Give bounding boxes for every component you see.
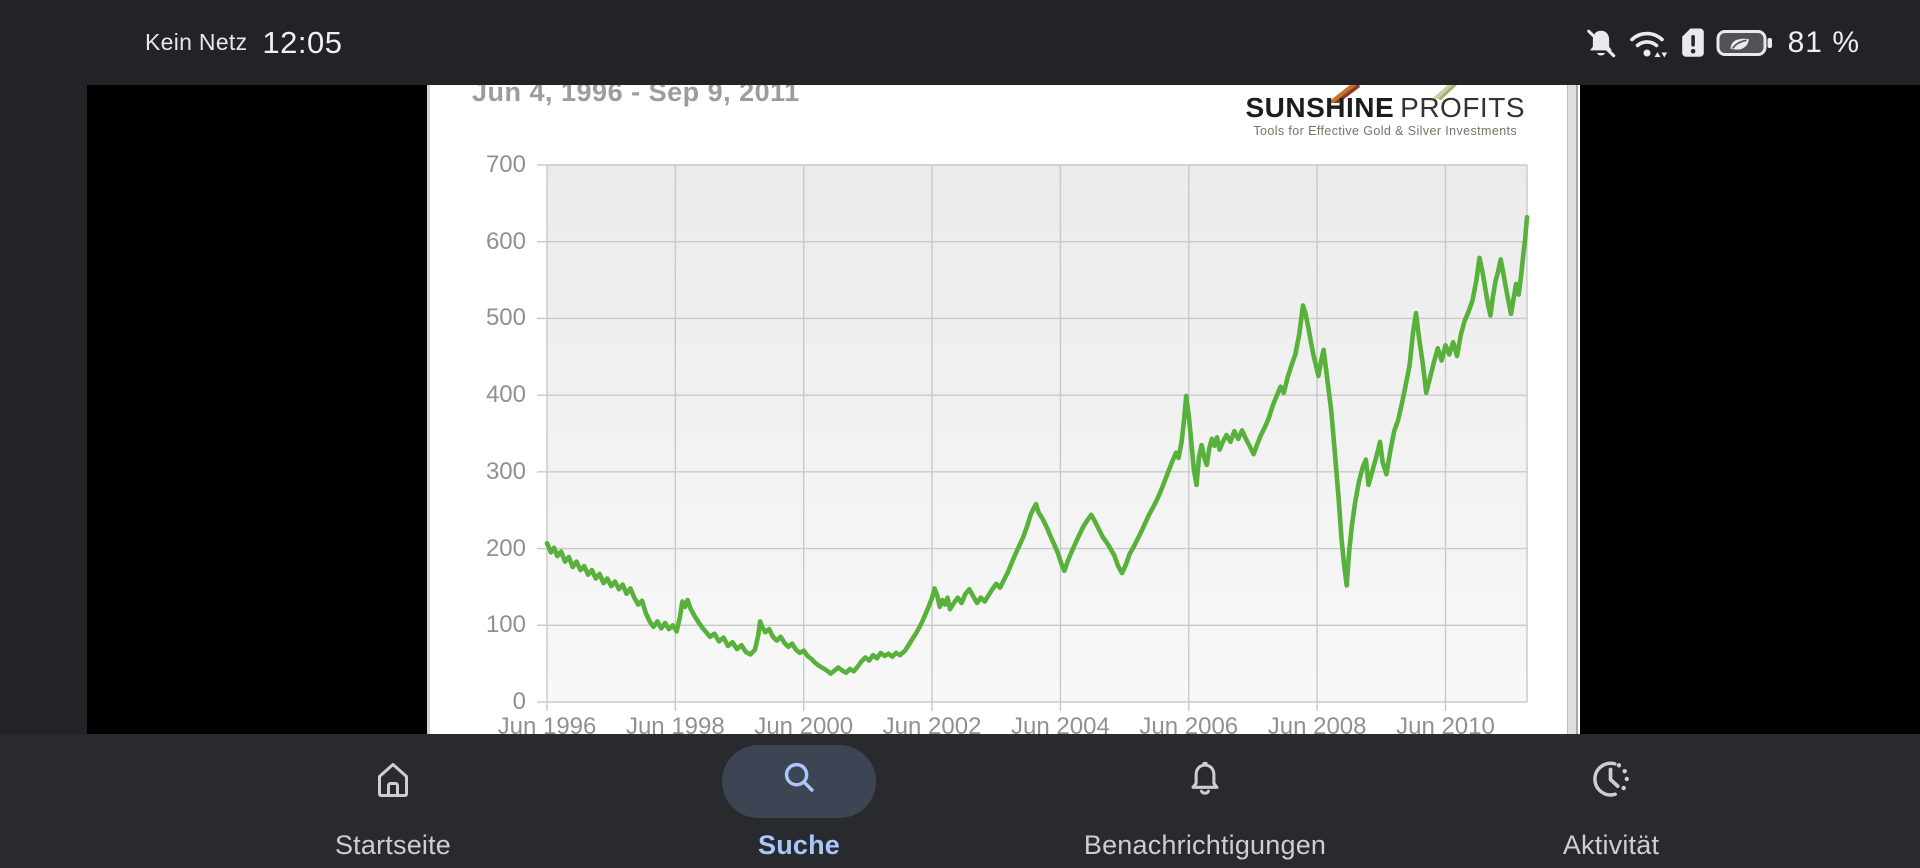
price-line bbox=[544, 214, 1530, 676]
nav-item-notifications[interactable]: Benachrichtigungen bbox=[995, 734, 1415, 868]
nav-label-search: Suche bbox=[757, 830, 841, 860]
status-bar: Kein Netz 12:05 bbox=[0, 0, 1920, 85]
search-icon bbox=[777, 757, 821, 806]
x-axis-label: Jun 2008 bbox=[1267, 713, 1367, 735]
clock: 12:05 bbox=[262, 24, 343, 60]
y-axis-label: 0 bbox=[512, 688, 526, 715]
logo-brand-light: PROFITS bbox=[1400, 92, 1525, 123]
y-axis-label: 500 bbox=[485, 304, 526, 332]
nav-label-activity: Aktivität bbox=[1562, 830, 1660, 860]
y-axis-label: 100 bbox=[485, 611, 526, 639]
x-axis-label: Jun 2006 bbox=[1139, 713, 1239, 735]
notifications-off-icon bbox=[1584, 25, 1618, 61]
x-axis-label: Jun 1996 bbox=[497, 713, 597, 735]
x-axis-label: Jun 1998 bbox=[625, 713, 725, 735]
home-icon bbox=[370, 756, 416, 807]
nav-item-activity[interactable]: Aktivität bbox=[1401, 734, 1821, 868]
scrollbar[interactable] bbox=[1567, 85, 1578, 734]
nav-label-notifications: Benachrichtigungen bbox=[1083, 830, 1327, 860]
y-axis-label: 300 bbox=[485, 457, 526, 485]
x-axis-label: Jun 2000 bbox=[754, 713, 854, 735]
y-axis-label: 200 bbox=[485, 534, 526, 562]
battery-saver-icon bbox=[1716, 27, 1774, 59]
x-axis-label: Jun 2010 bbox=[1396, 713, 1495, 735]
nav-item-search[interactable]: Suche bbox=[589, 734, 1009, 868]
chart-image[interactable]: Jun 4, 1996 - Sep 9, 2011 SUNSHINE PROFIT… bbox=[427, 85, 1580, 734]
bell-icon bbox=[1183, 757, 1227, 806]
nav-item-home[interactable]: Startseite bbox=[183, 734, 603, 868]
carrier-status: Kein Netz bbox=[145, 29, 248, 55]
chart-title: Jun 4, 1996 - Sep 9, 2011 bbox=[472, 85, 800, 107]
logo-tagline: Tools for Effective Gold & Silver Invest… bbox=[1253, 124, 1518, 138]
activity-history-icon bbox=[1589, 757, 1633, 806]
x-axis-label: Jun 2002 bbox=[882, 713, 982, 735]
battery-percent: 81 % bbox=[1787, 25, 1860, 59]
chart-plot-area bbox=[537, 164, 1530, 711]
wifi-icon bbox=[1628, 25, 1670, 61]
y-axis-label: 600 bbox=[485, 227, 526, 255]
logo-rays-icon bbox=[1327, 85, 1457, 103]
image-viewer-area: Jun 4, 1996 - Sep 9, 2011 SUNSHINE PROFIT… bbox=[87, 85, 1920, 734]
logo-brand-bold: SUNSHINE bbox=[1245, 92, 1395, 123]
y-axis-label: 700 bbox=[485, 151, 526, 178]
bottom-nav: Startseite Suche bbox=[0, 734, 1920, 868]
nav-label-home: Startseite bbox=[334, 830, 452, 860]
sunshine-profits-logo: SUNSHINE PROFITS Tools for Effective Gold… bbox=[1245, 94, 1525, 138]
y-axis-label: 400 bbox=[485, 381, 526, 409]
sim-alert-icon bbox=[1680, 26, 1706, 60]
x-axis-label: Jun 2004 bbox=[1011, 713, 1110, 735]
